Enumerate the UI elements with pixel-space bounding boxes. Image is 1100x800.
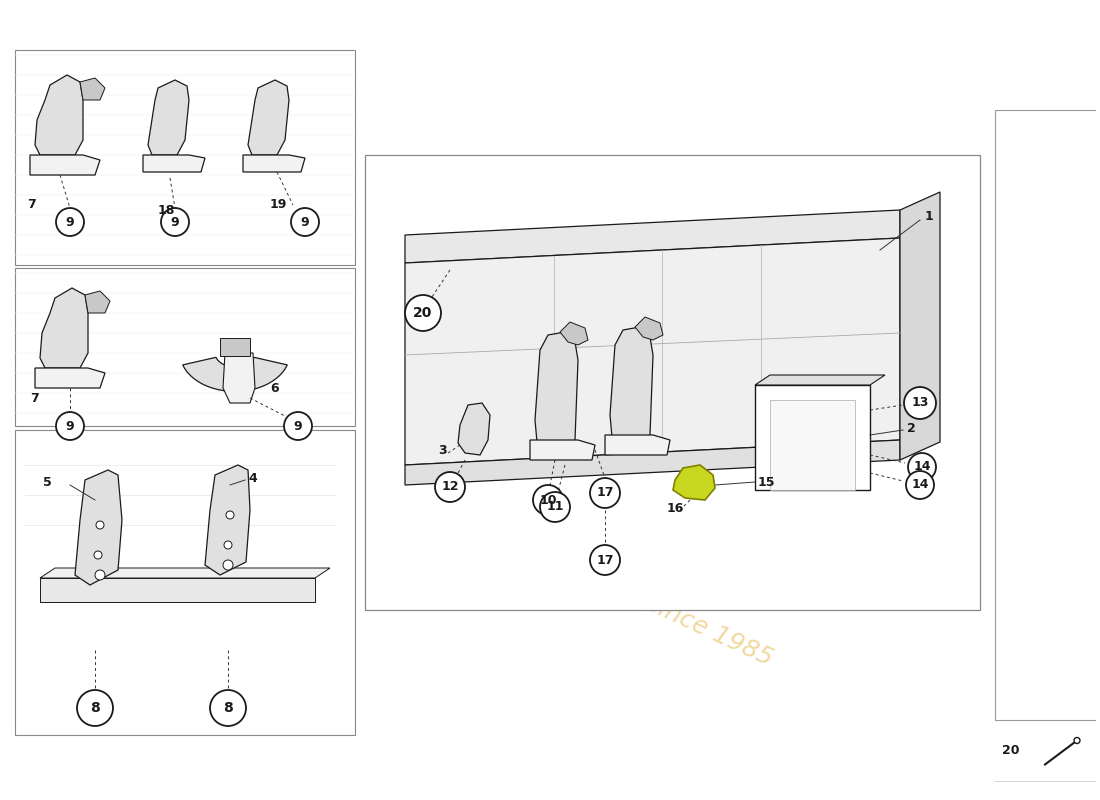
Polygon shape	[405, 210, 900, 263]
Polygon shape	[605, 435, 670, 455]
Polygon shape	[405, 440, 900, 485]
Polygon shape	[755, 385, 870, 490]
Polygon shape	[560, 322, 588, 345]
Text: 10: 10	[539, 494, 557, 506]
Polygon shape	[75, 470, 122, 585]
Text: 11: 11	[547, 501, 563, 514]
Text: 9: 9	[300, 215, 309, 229]
Circle shape	[56, 208, 84, 236]
Polygon shape	[85, 291, 110, 313]
Text: 8: 8	[223, 701, 233, 715]
Text: 1: 1	[925, 210, 934, 223]
Polygon shape	[635, 317, 663, 340]
Text: 18: 18	[158, 203, 175, 217]
Polygon shape	[755, 375, 886, 385]
Circle shape	[906, 471, 934, 499]
Text: 20: 20	[1002, 744, 1020, 757]
Circle shape	[292, 208, 319, 236]
Circle shape	[904, 387, 936, 419]
Polygon shape	[148, 80, 189, 155]
Circle shape	[284, 412, 312, 440]
Polygon shape	[205, 465, 250, 575]
Polygon shape	[35, 75, 82, 155]
Text: 17: 17	[596, 486, 614, 499]
Polygon shape	[248, 80, 289, 155]
Polygon shape	[243, 155, 305, 172]
Polygon shape	[900, 192, 940, 460]
Text: 15: 15	[758, 475, 776, 489]
Circle shape	[226, 511, 234, 519]
Circle shape	[534, 485, 563, 515]
Text: 16: 16	[667, 502, 684, 514]
Text: 3: 3	[438, 443, 447, 457]
Polygon shape	[458, 403, 490, 455]
Circle shape	[77, 690, 113, 726]
FancyBboxPatch shape	[15, 430, 355, 735]
FancyBboxPatch shape	[220, 338, 250, 356]
Text: 19: 19	[270, 198, 287, 211]
FancyBboxPatch shape	[365, 155, 980, 610]
Polygon shape	[530, 440, 595, 460]
Text: 8: 8	[90, 701, 100, 715]
Text: a passion for parts since 1985: a passion for parts since 1985	[424, 490, 777, 670]
Polygon shape	[610, 327, 653, 445]
Polygon shape	[405, 238, 900, 465]
Polygon shape	[30, 155, 100, 175]
Polygon shape	[40, 288, 88, 368]
Text: 17: 17	[596, 554, 614, 566]
Circle shape	[94, 551, 102, 559]
Polygon shape	[535, 332, 578, 450]
Circle shape	[96, 521, 104, 529]
Text: 5: 5	[43, 475, 52, 489]
Circle shape	[434, 472, 465, 502]
Circle shape	[908, 453, 936, 481]
Polygon shape	[40, 568, 330, 578]
Circle shape	[590, 478, 620, 508]
Circle shape	[95, 570, 104, 580]
Text: eurocar
parts: eurocar parts	[584, 240, 915, 400]
Text: 4: 4	[248, 471, 256, 485]
Polygon shape	[673, 465, 715, 500]
Circle shape	[223, 560, 233, 570]
Text: 9: 9	[170, 215, 179, 229]
Polygon shape	[35, 368, 104, 388]
Text: 12: 12	[441, 481, 459, 494]
FancyBboxPatch shape	[40, 578, 315, 602]
Polygon shape	[143, 155, 205, 172]
FancyBboxPatch shape	[996, 110, 1100, 720]
Text: 20: 20	[414, 306, 432, 320]
Circle shape	[1074, 738, 1080, 743]
Polygon shape	[183, 358, 287, 391]
Text: 9: 9	[294, 419, 302, 433]
FancyBboxPatch shape	[15, 50, 355, 265]
Circle shape	[210, 690, 246, 726]
Text: 14: 14	[911, 478, 928, 491]
Circle shape	[405, 295, 441, 331]
Text: 14: 14	[913, 461, 931, 474]
Text: 13: 13	[911, 397, 928, 410]
Text: 2: 2	[908, 422, 915, 434]
Text: 9: 9	[66, 419, 75, 433]
Circle shape	[590, 545, 620, 575]
Text: 7: 7	[30, 391, 38, 405]
Polygon shape	[223, 353, 255, 403]
Text: 9: 9	[66, 215, 75, 229]
Text: 6: 6	[270, 382, 278, 394]
Circle shape	[224, 541, 232, 549]
FancyBboxPatch shape	[15, 268, 355, 426]
Text: 7: 7	[28, 198, 35, 211]
Polygon shape	[770, 400, 855, 490]
Circle shape	[540, 492, 570, 522]
Polygon shape	[80, 78, 104, 100]
Circle shape	[161, 208, 189, 236]
Circle shape	[56, 412, 84, 440]
